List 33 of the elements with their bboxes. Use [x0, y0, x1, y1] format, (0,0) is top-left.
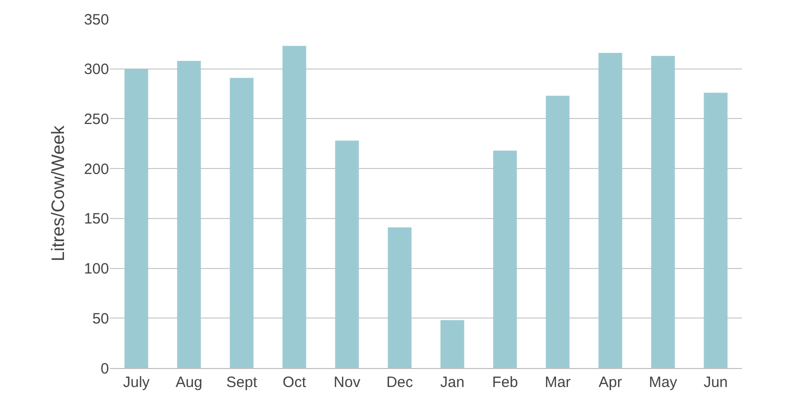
y-axis-title: Litres/Cow/Week: [48, 124, 68, 262]
y-tick-label: 350: [84, 11, 109, 28]
y-tick-label: 250: [84, 110, 109, 128]
bar: [282, 46, 306, 368]
y-tick-label: 300: [84, 61, 109, 78]
bar: [546, 96, 570, 368]
x-tick-label: Jan: [440, 374, 464, 391]
x-tick-label: Dec: [386, 374, 414, 391]
y-tick-label: 100: [84, 260, 109, 278]
x-tick-label: Oct: [282, 374, 307, 391]
bar: [440, 320, 464, 368]
bar: [177, 60, 201, 368]
x-tick-label: Apr: [598, 374, 622, 391]
y-tick-label: 0: [100, 360, 109, 378]
x-tick-label: Jun: [704, 374, 728, 391]
y-tick-label: 50: [92, 310, 109, 328]
bar: [598, 52, 622, 368]
x-tick-label: Feb: [492, 374, 518, 391]
bar: [124, 68, 148, 368]
bar: [493, 150, 517, 368]
bar: [335, 140, 359, 368]
bar: [388, 227, 412, 368]
bar: [704, 92, 728, 368]
bar: [651, 56, 675, 368]
x-tick-label: July: [122, 374, 150, 391]
x-tick-label: Sept: [226, 374, 258, 391]
y-tick-label: 200: [84, 160, 109, 178]
bar: [230, 78, 254, 368]
x-tick-label: Aug: [176, 374, 202, 391]
x-tick-label: Nov: [334, 374, 361, 391]
x-tick-label: May: [648, 374, 678, 391]
x-tick-label: Mar: [544, 374, 571, 391]
y-tick-label: 150: [84, 210, 109, 228]
